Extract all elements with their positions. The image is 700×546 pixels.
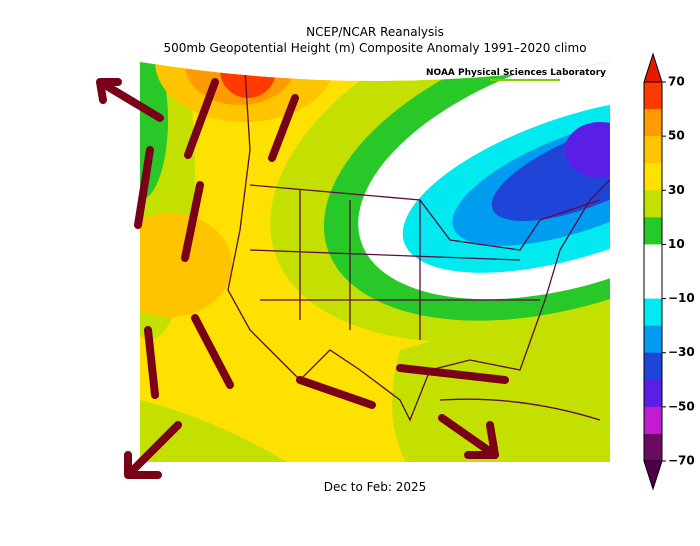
colorbar-over [643, 52, 663, 83]
colorbar-tick-label: 70 [668, 75, 685, 89]
colorbar-band [644, 325, 662, 354]
colorbar-band [644, 190, 662, 218]
colorbar-band [644, 271, 662, 299]
colorbar: 70 50 30 10 −10 −30 −50 −70 [643, 52, 695, 491]
field-area [565, 122, 610, 178]
colorbar-band [644, 352, 662, 381]
colorbar-under [643, 460, 663, 491]
colorbar-band [644, 109, 662, 137]
field-area [140, 400, 300, 462]
colorbar-band [644, 406, 662, 435]
footer: Dec to Feb: 2025 [324, 480, 427, 494]
subtitle: 500mb Geopotential Height (m) Composite … [163, 41, 586, 55]
colorbar-tick-label: −10 [668, 291, 695, 305]
colorbar-tick-label: 50 [668, 129, 685, 143]
colorbar-band [644, 298, 662, 326]
colorbar-band [644, 82, 662, 110]
colorbar-tick-label: −30 [668, 345, 695, 359]
colorbar-band [644, 136, 662, 164]
colorbar-tick-label: 10 [668, 237, 685, 251]
colorbar-band [644, 244, 662, 272]
colorbar-band [644, 379, 662, 408]
colorbar-frame [643, 81, 663, 462]
colorbar-tick-label: −70 [668, 454, 695, 468]
colorbar-band [644, 433, 662, 462]
boundaries [227, 69, 610, 422]
arrows [96, 78, 509, 479]
credit-text: NOAA Physical Sciences Laboratory [426, 68, 606, 78]
field-area [140, 213, 232, 317]
colorbar-band [644, 163, 662, 191]
colorbar-band [644, 217, 662, 245]
credit: NOAA Physical Sciences Laboratory [426, 68, 606, 81]
colorbar-tick-label: −50 [668, 399, 695, 413]
colorbar-tick-label: 30 [668, 183, 685, 197]
anomaly-map [140, 62, 610, 462]
field-area [140, 62, 168, 200]
title: NCEP/NCAR Reanalysis [306, 25, 444, 39]
field-area [392, 300, 610, 462]
